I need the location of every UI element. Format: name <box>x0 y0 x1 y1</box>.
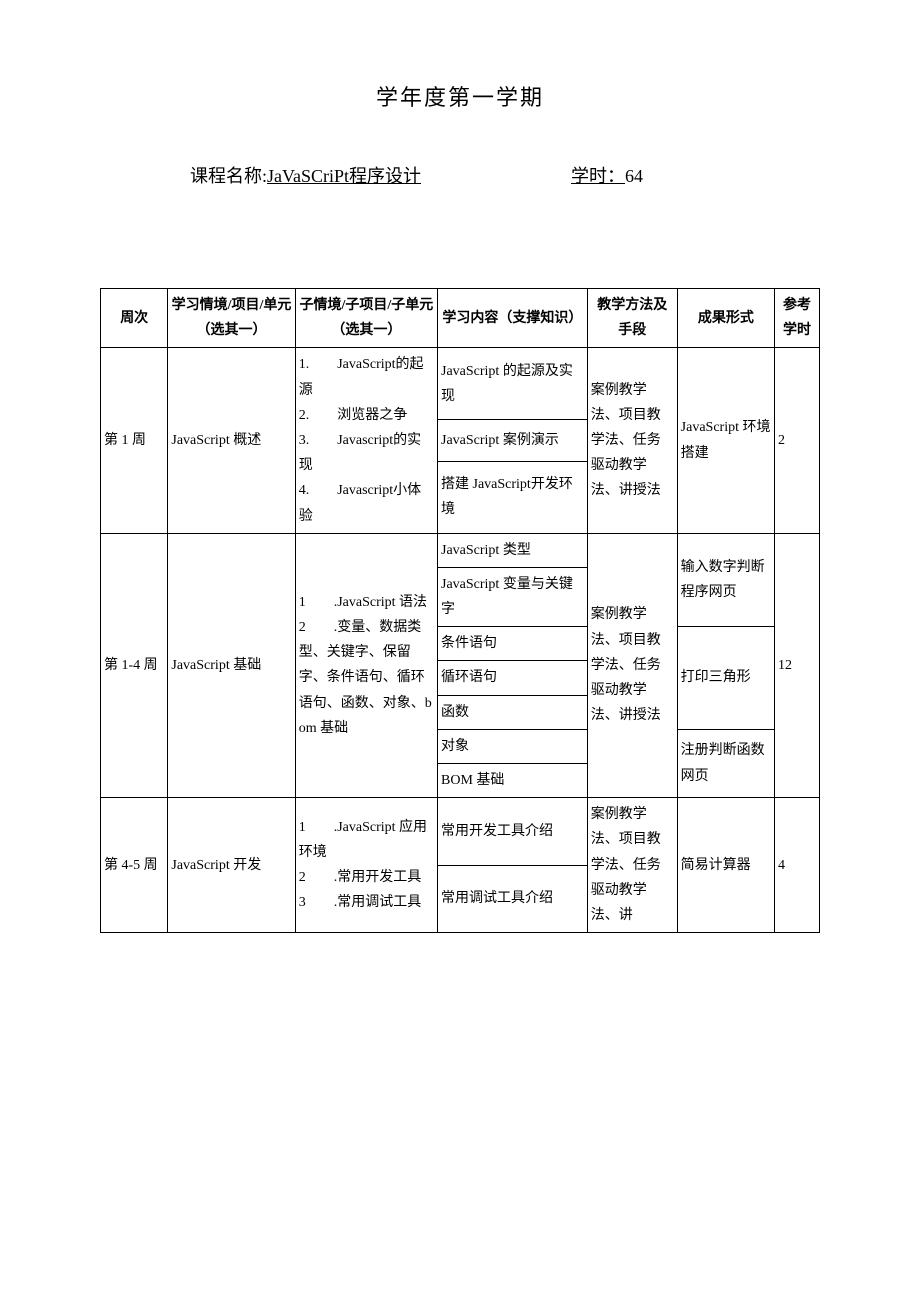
page-title: 学年度第一学期 <box>100 80 820 112</box>
col-unit-header: 学习情境/项目/单元（选其一） <box>168 289 295 348</box>
col-method-header: 教学方法及手段 <box>587 289 677 348</box>
col-week-header: 周次 <box>101 289 168 348</box>
course-name-block: 课程名称:JaVaSCriPt程序设计 <box>190 162 421 188</box>
cell-outcome: 打印三角形 <box>677 627 774 730</box>
cell-week: 第 1 周 <box>101 348 168 533</box>
cell-content: 搭建 JavaScript开发环境 <box>438 461 588 533</box>
hours-label: 学时： <box>571 166 625 186</box>
cell-content: 函数 <box>438 695 588 729</box>
hours-value: 64 <box>625 166 643 186</box>
course-name: JaVaSCriPt程序设计 <box>267 166 421 186</box>
cell-hours: 12 <box>775 533 820 798</box>
cell-sub: 1 .JavaScript 语法 2 .变量、数据类型、关键字、保留字、条件语句… <box>295 533 437 798</box>
cell-unit: JavaScript 基础 <box>168 533 295 798</box>
cell-unit: JavaScript 开发 <box>168 798 295 933</box>
table-row: 第 1-4 周 JavaScript 基础 1 .JavaScript 语法 2… <box>101 533 820 567</box>
cell-method: 案例教学法、项目教学法、任务驱动教学法、讲授法 <box>587 348 677 533</box>
table-row: 第 4-5 周 JavaScript 开发 1 .JavaScript 应用环境… <box>101 798 820 865</box>
cell-hours: 2 <box>775 348 820 533</box>
cell-outcome: 输入数字判断程序网页 <box>677 533 774 627</box>
cell-outcome: 注册判断函数网页 <box>677 729 774 797</box>
cell-content: BOM 基础 <box>438 764 588 798</box>
cell-content: JavaScript 案例演示 <box>438 420 588 461</box>
col-sub-header: 子情境/子项目/子单元（选其一） <box>295 289 437 348</box>
cell-outcome: JavaScript 环境搭建 <box>677 348 774 533</box>
cell-sub: 1 .JavaScript 应用环境 2 .常用开发工具 3 .常用调试工具 <box>295 798 437 933</box>
syllabus-table: 周次 学习情境/项目/单元（选其一） 子情境/子项目/子单元（选其一） 学习内容… <box>100 288 820 933</box>
cell-content: 循环语句 <box>438 661 588 695</box>
cell-method: 案例教学法、项目教学法、任务驱动教学法、讲 <box>587 798 677 933</box>
cell-week: 第 1-4 周 <box>101 533 168 798</box>
course-info-row: 课程名称:JaVaSCriPt程序设计 学时：64 <box>100 162 820 188</box>
col-outcome-header: 成果形式 <box>677 289 774 348</box>
cell-content: 常用开发工具介绍 <box>438 798 588 865</box>
col-content-header: 学习内容（支撑知识） <box>438 289 588 348</box>
course-label: 课程名称 <box>190 166 262 186</box>
cell-content: 条件语句 <box>438 627 588 661</box>
table-row: 第 1 周 JavaScript 概述 1. JavaScript的起源 2. … <box>101 348 820 420</box>
cell-content: 常用调试工具介绍 <box>438 865 588 932</box>
table-header-row: 周次 学习情境/项目/单元（选其一） 子情境/子项目/子单元（选其一） 学习内容… <box>101 289 820 348</box>
cell-content: 对象 <box>438 729 588 763</box>
cell-sub: 1. JavaScript的起源 2. 浏览器之争 3. Javascript的… <box>295 348 437 533</box>
cell-method: 案例教学法、项目教学法、任务驱动教学法、讲授法 <box>587 533 677 798</box>
col-hours-header: 参考学时 <box>775 289 820 348</box>
hours-label-text: 学时： <box>571 166 625 186</box>
cell-content: JavaScript 的起源及实现 <box>438 348 588 420</box>
cell-week: 第 4-5 周 <box>101 798 168 933</box>
hours-block: 学时：64 <box>571 162 643 188</box>
cell-unit: JavaScript 概述 <box>168 348 295 533</box>
cell-content: JavaScript 变量与关键字 <box>438 567 588 626</box>
cell-outcome: 简易计算器 <box>677 798 774 933</box>
cell-content: JavaScript 类型 <box>438 533 588 567</box>
cell-hours: 4 <box>775 798 820 933</box>
